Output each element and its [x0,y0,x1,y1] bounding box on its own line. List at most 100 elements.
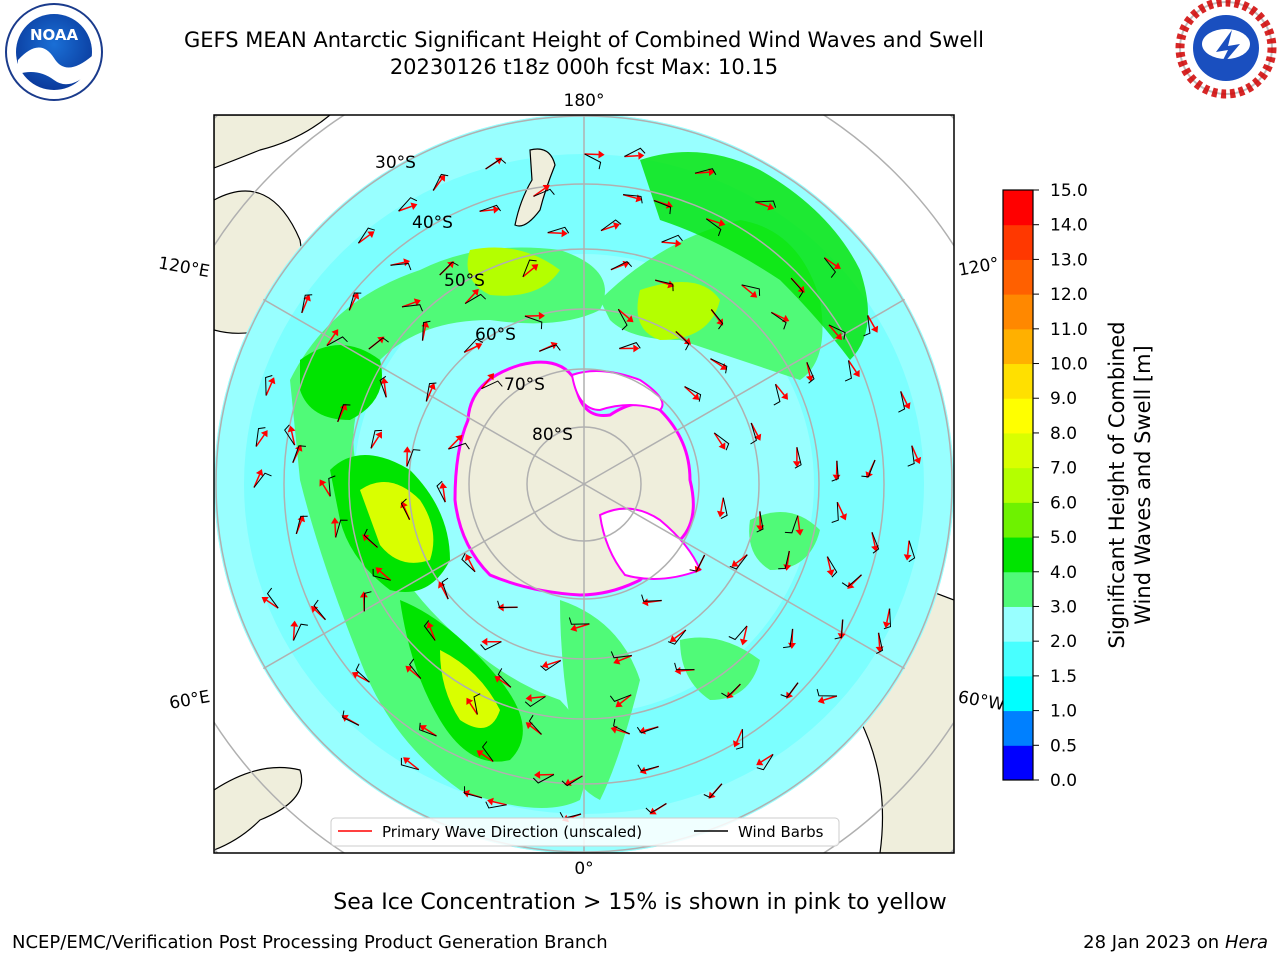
wave-arrow [429,627,436,641]
wind-barb [400,757,419,771]
wind-barb [422,320,431,341]
wave-arrow-head [419,725,427,732]
wave-arrow-head [871,325,879,333]
wind-barb [771,311,787,330]
wind-barb [637,764,659,772]
wind-barb [448,442,470,450]
africa-land [214,115,331,169]
colorbar-segment [1003,502,1033,538]
wave-arrow-head [410,202,418,210]
wave-arrow [383,383,387,398]
colorbar-tick-label: 13.0 [1050,250,1088,270]
wind-barb [266,587,279,609]
wind-barb [624,147,646,157]
wind-barb [823,257,837,278]
wave-arrow-head [817,696,825,704]
wind-barb [750,422,757,445]
footer-right: 28 Jan 2023 on Hera [1083,932,1268,953]
wave-arrow-head [531,264,539,271]
wave-arrow-head [471,288,479,296]
wave-arrow-head [739,638,748,646]
colorbar: 0.0 0.5 1.0 1.5 2.0 3.0 4.0 5.0 6.0 7.0 8.0 9.0 10.0… [1002,181,1088,791]
footer-left: NCEP/EMC/Verification Post Processing Pr… [12,932,608,953]
colorbar-tick-label: 6.0 [1050,493,1077,513]
wind-barb [355,663,370,683]
wind-barb [432,173,449,191]
wave-arrow [911,445,919,459]
wind-barb [780,682,799,698]
wave-arrow [522,267,535,278]
wave-arrow-head [260,430,268,438]
wave-arrow [836,501,844,516]
wind-barb [790,277,804,298]
wave-arrow-head [708,168,715,177]
wave-arrow-head [683,337,691,345]
wind-barb [617,309,628,331]
wave-arrow [292,626,296,641]
wave-arrow [334,523,337,538]
wave-arrow [828,324,839,336]
wind-barb [533,188,555,197]
wind-barb [710,358,728,374]
lat-label-50s: 50°S [444,271,485,291]
wave-arrow [713,432,723,446]
wind-barb [292,445,306,463]
wave-arrow [886,608,891,623]
wave-arrow-head [610,725,618,734]
colorbar-frame [1002,189,1034,781]
wave-arrow-head [375,431,382,439]
wind-barb [735,729,744,750]
wave-arrow-head [750,290,758,298]
wind-barb [368,337,389,350]
wave-arrow-head [367,231,375,238]
wind-barb [419,722,437,737]
wave-arrow-head [362,534,370,542]
wave-arrow [492,800,507,806]
wind-barb [756,511,764,533]
wind-barb [401,304,423,312]
wind-barb [547,226,570,234]
wave-arrow [741,284,753,295]
wave-arrow [600,225,615,232]
wave-arrow [442,488,446,503]
lat-label-60s: 60°S [475,325,516,345]
wave-arrow [447,438,459,450]
noaa-logo-text: NOAA [30,26,79,44]
wave-arrow [531,695,546,699]
colorbar-tick-label: 15.0 [1050,181,1088,201]
wave-arrow-head [833,262,841,269]
wave-arrow-head [455,434,463,442]
colorbar-tick-label: 10.0 [1050,355,1088,375]
wind-barb [668,629,687,645]
wave-arrow [617,308,630,319]
wave-arrow-head [351,292,360,300]
wind-barb [655,279,674,292]
africa-south-land [214,766,303,851]
wave-arrow-head [718,219,726,227]
wind-barb [756,754,774,771]
wind-barb [861,459,876,478]
wind-barb [485,158,507,170]
wave-arrow-head [675,239,682,248]
wave-arrow [684,386,696,397]
wind-barb [783,628,794,649]
wind-barb [379,375,387,398]
wave-arrow-head [613,657,621,665]
wave-arrow-head [487,373,495,381]
wave-arrow [618,654,633,662]
wave-arrow-head [792,461,801,468]
wind-barb [728,625,748,641]
wind-barb [907,445,915,467]
wind-barb [561,775,583,787]
wind-barb [568,617,590,625]
wave-arrow-head [786,691,793,699]
wind-barb [710,309,724,330]
wave-arrow-head [626,315,634,323]
wave-arrow [900,391,908,405]
wave-arrow-head [839,513,847,521]
wind-barb [301,294,313,313]
wind-barb [295,515,308,535]
wind-barb [522,259,537,277]
wind-barb [645,803,667,814]
